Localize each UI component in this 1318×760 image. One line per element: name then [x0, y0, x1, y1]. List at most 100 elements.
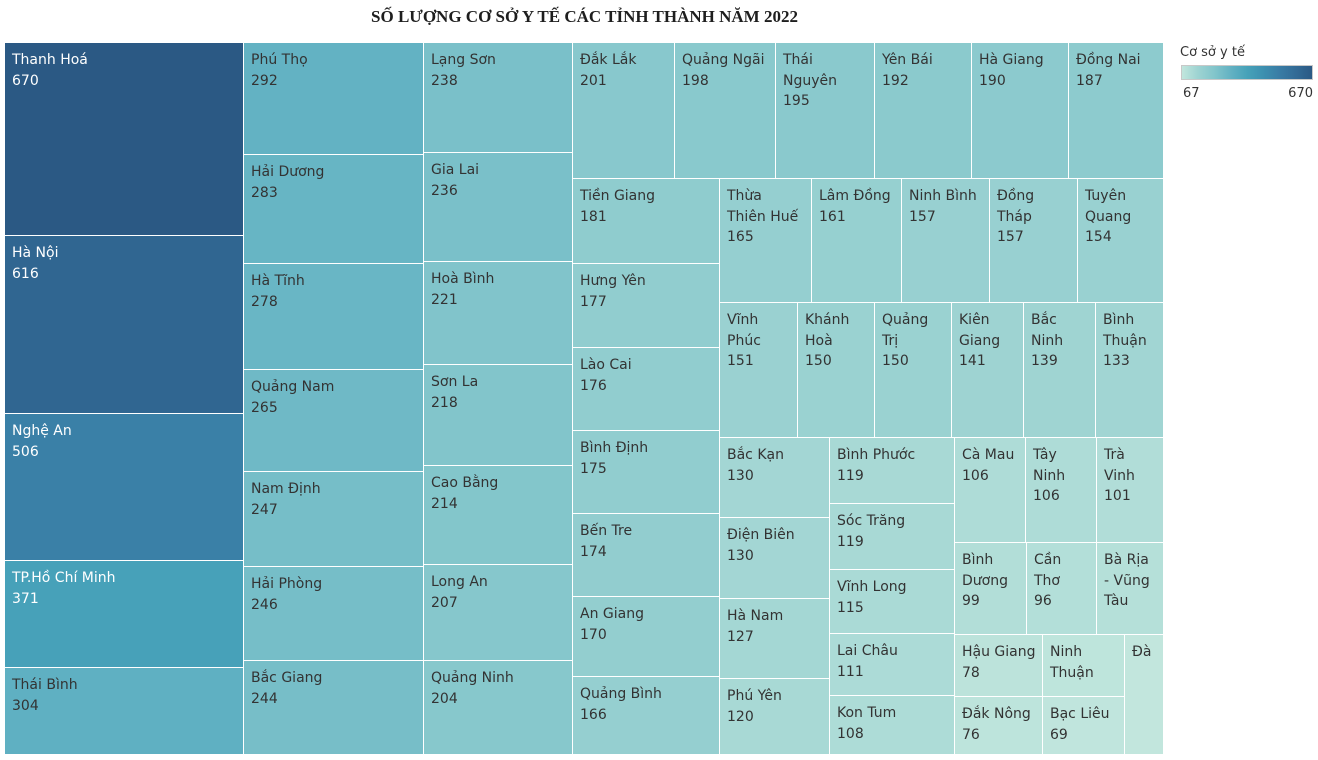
- treemap-cell-ninh-thuan[interactable]: Ninh Thuận: [1043, 635, 1124, 696]
- cell-value-phu-yen: 120: [727, 708, 754, 725]
- treemap-cell-hai-phong[interactable]: Hải Phòng 246: [244, 567, 423, 660]
- treemap-cell-tay-ninh[interactable]: Tây Ninh 106: [1026, 438, 1096, 542]
- treemap-cell-nghe-an[interactable]: Nghệ An 506: [5, 414, 243, 560]
- treemap-cell-tien-giang[interactable]: Tiền Giang 181: [573, 179, 719, 263]
- cell-label-long-an: Long An: [431, 574, 488, 590]
- treemap-cell-ha-noi[interactable]: Hà Nội 616: [5, 236, 243, 413]
- cell-label-hung-yen: Hưng Yên: [580, 273, 646, 289]
- treemap-cell-dien-bien[interactable]: Điện Biên 130: [720, 518, 829, 598]
- treemap-cell-bac-ninh[interactable]: Bắc Ninh 139: [1024, 303, 1095, 437]
- cell-value-ninh-binh: 157: [909, 208, 936, 225]
- cell-value-ha-giang: 190: [979, 72, 1006, 89]
- treemap-cell-binh-dinh[interactable]: Bình Định 175: [573, 431, 719, 513]
- treemap-cell-kon-tum[interactable]: Kon Tum 108: [830, 696, 954, 754]
- cell-value-vinh-long: 115: [837, 599, 864, 616]
- treemap-cell-quang-binh[interactable]: Quảng Bình 166: [573, 677, 719, 754]
- treemap-cell-dak-nong[interactable]: Đắk Nông 76: [955, 697, 1042, 754]
- treemap-cell-ba-ria-vung-tau[interactable]: Bà Rịa - Vũng Tàu: [1097, 543, 1163, 634]
- cell-label-lao-cai: Lào Cai: [580, 357, 632, 373]
- treemap-cell-ninh-binh[interactable]: Ninh Bình 157: [902, 179, 989, 302]
- treemap-cell-yen-bai[interactable]: Yên Bái 192: [875, 43, 971, 178]
- cell-value-thanh-hoa: 670: [12, 72, 39, 89]
- treemap-cell-son-la[interactable]: Sơn La 218: [424, 365, 572, 465]
- treemap-cell-tra-vinh[interactable]: Trà Vinh 101: [1097, 438, 1163, 542]
- treemap-cell-gia-lai[interactable]: Gia Lai 236: [424, 153, 572, 261]
- cell-label-lai-chau: Lai Châu: [837, 643, 898, 659]
- cell-value-soc-trang: 119: [837, 533, 864, 550]
- cell-value-son-la: 218: [431, 394, 458, 411]
- cell-label-nghe-an: Nghệ An: [12, 423, 72, 439]
- cell-label-ha-nam: Hà Nam: [727, 608, 784, 624]
- treemap-cell-an-giang[interactable]: An Giang 170: [573, 597, 719, 676]
- treemap-cell-binh-phuoc[interactable]: Bình Phước 119: [830, 438, 954, 503]
- cell-value-quang-ngai: 198: [682, 72, 709, 89]
- treemap-cell-bac-lieu[interactable]: Bạc Liêu 69: [1043, 697, 1124, 754]
- treemap-cell-thanh-hoa[interactable]: Thanh Hoá 670: [5, 43, 243, 235]
- cell-label-khanh-hoa: Khánh Hoà: [805, 312, 850, 349]
- treemap-cell-thai-nguyen[interactable]: Thái Nguyên 195: [776, 43, 874, 178]
- treemap-cell-lai-chau[interactable]: Lai Châu 111: [830, 634, 954, 695]
- cell-value-nam-dinh: 247: [251, 501, 278, 518]
- cell-label-ha-noi: Hà Nội: [12, 245, 59, 261]
- cell-value-tra-vinh: 101: [1104, 488, 1131, 504]
- treemap-cell-can-tho[interactable]: Cần Thơ 96: [1027, 543, 1096, 634]
- treemap-cell-kien-giang[interactable]: Kiên Giang 141: [952, 303, 1023, 437]
- treemap-cell-soc-trang[interactable]: Sóc Trăng 119: [830, 504, 954, 569]
- treemap-cell-vinh-phuc[interactable]: Vĩnh Phúc 151: [720, 303, 797, 437]
- cell-value-gia-lai: 236: [431, 182, 458, 199]
- treemap-cell-dak-lak[interactable]: Đắk Lắk 201: [573, 43, 674, 178]
- treemap-cell-hau-giang[interactable]: Hậu Giang 78: [955, 635, 1042, 696]
- cell-label-phu-tho: Phú Thọ: [251, 52, 308, 68]
- treemap-cell-phu-tho[interactable]: Phú Thọ 292: [244, 43, 423, 154]
- treemap-cell-ca-mau[interactable]: Cà Mau 106: [955, 438, 1025, 542]
- treemap-cell-nam-dinh[interactable]: Nam Định 247: [244, 472, 423, 566]
- treemap-cell-lam-dong[interactable]: Lâm Đồng 161: [812, 179, 901, 302]
- treemap-cell-hoa-binh[interactable]: Hoà Bình 221: [424, 262, 572, 364]
- treemap-cell-quang-ninh[interactable]: Quảng Ninh 204: [424, 661, 572, 754]
- treemap-cell-lang-son[interactable]: Lạng Sơn 238: [424, 43, 572, 152]
- cell-label-phu-yen: Phú Yên: [727, 688, 782, 704]
- cell-label-binh-phuoc: Bình Phước: [837, 447, 916, 463]
- treemap-cell-vinh-long[interactable]: Vĩnh Long 115: [830, 570, 954, 633]
- treemap-cell-quang-ngai[interactable]: Quảng Ngãi 198: [675, 43, 775, 178]
- treemap-cell-bac-giang[interactable]: Bắc Giang 244: [244, 661, 423, 754]
- cell-value-hau-giang: 78: [962, 664, 980, 681]
- treemap-cell-dong-thap[interactable]: Đồng Tháp 157: [990, 179, 1077, 302]
- cell-value-lang-son: 238: [431, 72, 458, 89]
- treemap-cell-hung-yen[interactable]: Hưng Yên 177: [573, 264, 719, 347]
- treemap-cell-da[interactable]: Đà: [1125, 635, 1163, 754]
- cell-label-ba-ria-vung-tau: Bà Rịa - Vũng Tàu: [1104, 552, 1150, 609]
- cell-label-ben-tre: Bến Tre: [580, 523, 633, 539]
- treemap-cell-thai-binh[interactable]: Thái Bình 304: [5, 668, 243, 754]
- cell-value-lai-chau: 111: [837, 663, 864, 680]
- cell-value-bac-lieu: 69: [1050, 726, 1068, 743]
- treemap-cell-ha-giang[interactable]: Hà Giang 190: [972, 43, 1068, 178]
- treemap-cell-tuyen-quang[interactable]: Tuyên Quang 154: [1078, 179, 1163, 302]
- treemap-cell-thua-thien-hue[interactable]: Thừa Thiên Huế 165: [720, 179, 811, 302]
- treemap-cell-hai-duong[interactable]: Hải Dương 283: [244, 155, 423, 263]
- cell-value-quang-binh: 166: [580, 706, 607, 723]
- treemap-cell-binh-duong[interactable]: Bình Dương 99: [955, 543, 1026, 634]
- cell-value-quang-nam: 265: [251, 399, 278, 416]
- cell-value-binh-duong: 99: [962, 593, 980, 609]
- cell-label-ha-tinh: Hà Tĩnh: [251, 273, 305, 289]
- treemap-cell-khanh-hoa[interactable]: Khánh Hoà 150: [798, 303, 874, 437]
- treemap-cell-bac-kan[interactable]: Bắc Kạn 130: [720, 438, 829, 517]
- treemap-cell-tp-ho-chi-minh[interactable]: TP.Hồ Chí Minh 371: [5, 561, 243, 667]
- treemap-cell-ha-nam[interactable]: Hà Nam 127: [720, 599, 829, 678]
- cell-label-soc-trang: Sóc Trăng: [837, 513, 906, 529]
- cell-value-kon-tum: 108: [837, 725, 864, 742]
- cell-value-hai-duong: 283: [251, 184, 278, 201]
- treemap-cell-long-an[interactable]: Long An 207: [424, 565, 572, 660]
- treemap-cell-lao-cai[interactable]: Lào Cai 176: [573, 348, 719, 430]
- treemap-cell-binh-thuan[interactable]: Bình Thuận 133: [1096, 303, 1163, 437]
- treemap-cell-dong-nai[interactable]: Đồng Nai 187: [1069, 43, 1163, 178]
- treemap-cell-ha-tinh[interactable]: Hà Tĩnh 278: [244, 264, 423, 369]
- treemap-cell-phu-yen[interactable]: Phú Yên 120: [720, 679, 829, 754]
- treemap-cell-ben-tre[interactable]: Bến Tre 174: [573, 514, 719, 596]
- treemap-cell-quang-tri[interactable]: Quảng Trị 150: [875, 303, 951, 437]
- cell-value-yen-bai: 192: [882, 72, 909, 89]
- treemap-cell-quang-nam[interactable]: Quảng Nam 265: [244, 370, 423, 471]
- cell-label-ca-mau: Cà Mau: [962, 447, 1015, 463]
- treemap-cell-cao-bang[interactable]: Cao Bằng 214: [424, 466, 572, 564]
